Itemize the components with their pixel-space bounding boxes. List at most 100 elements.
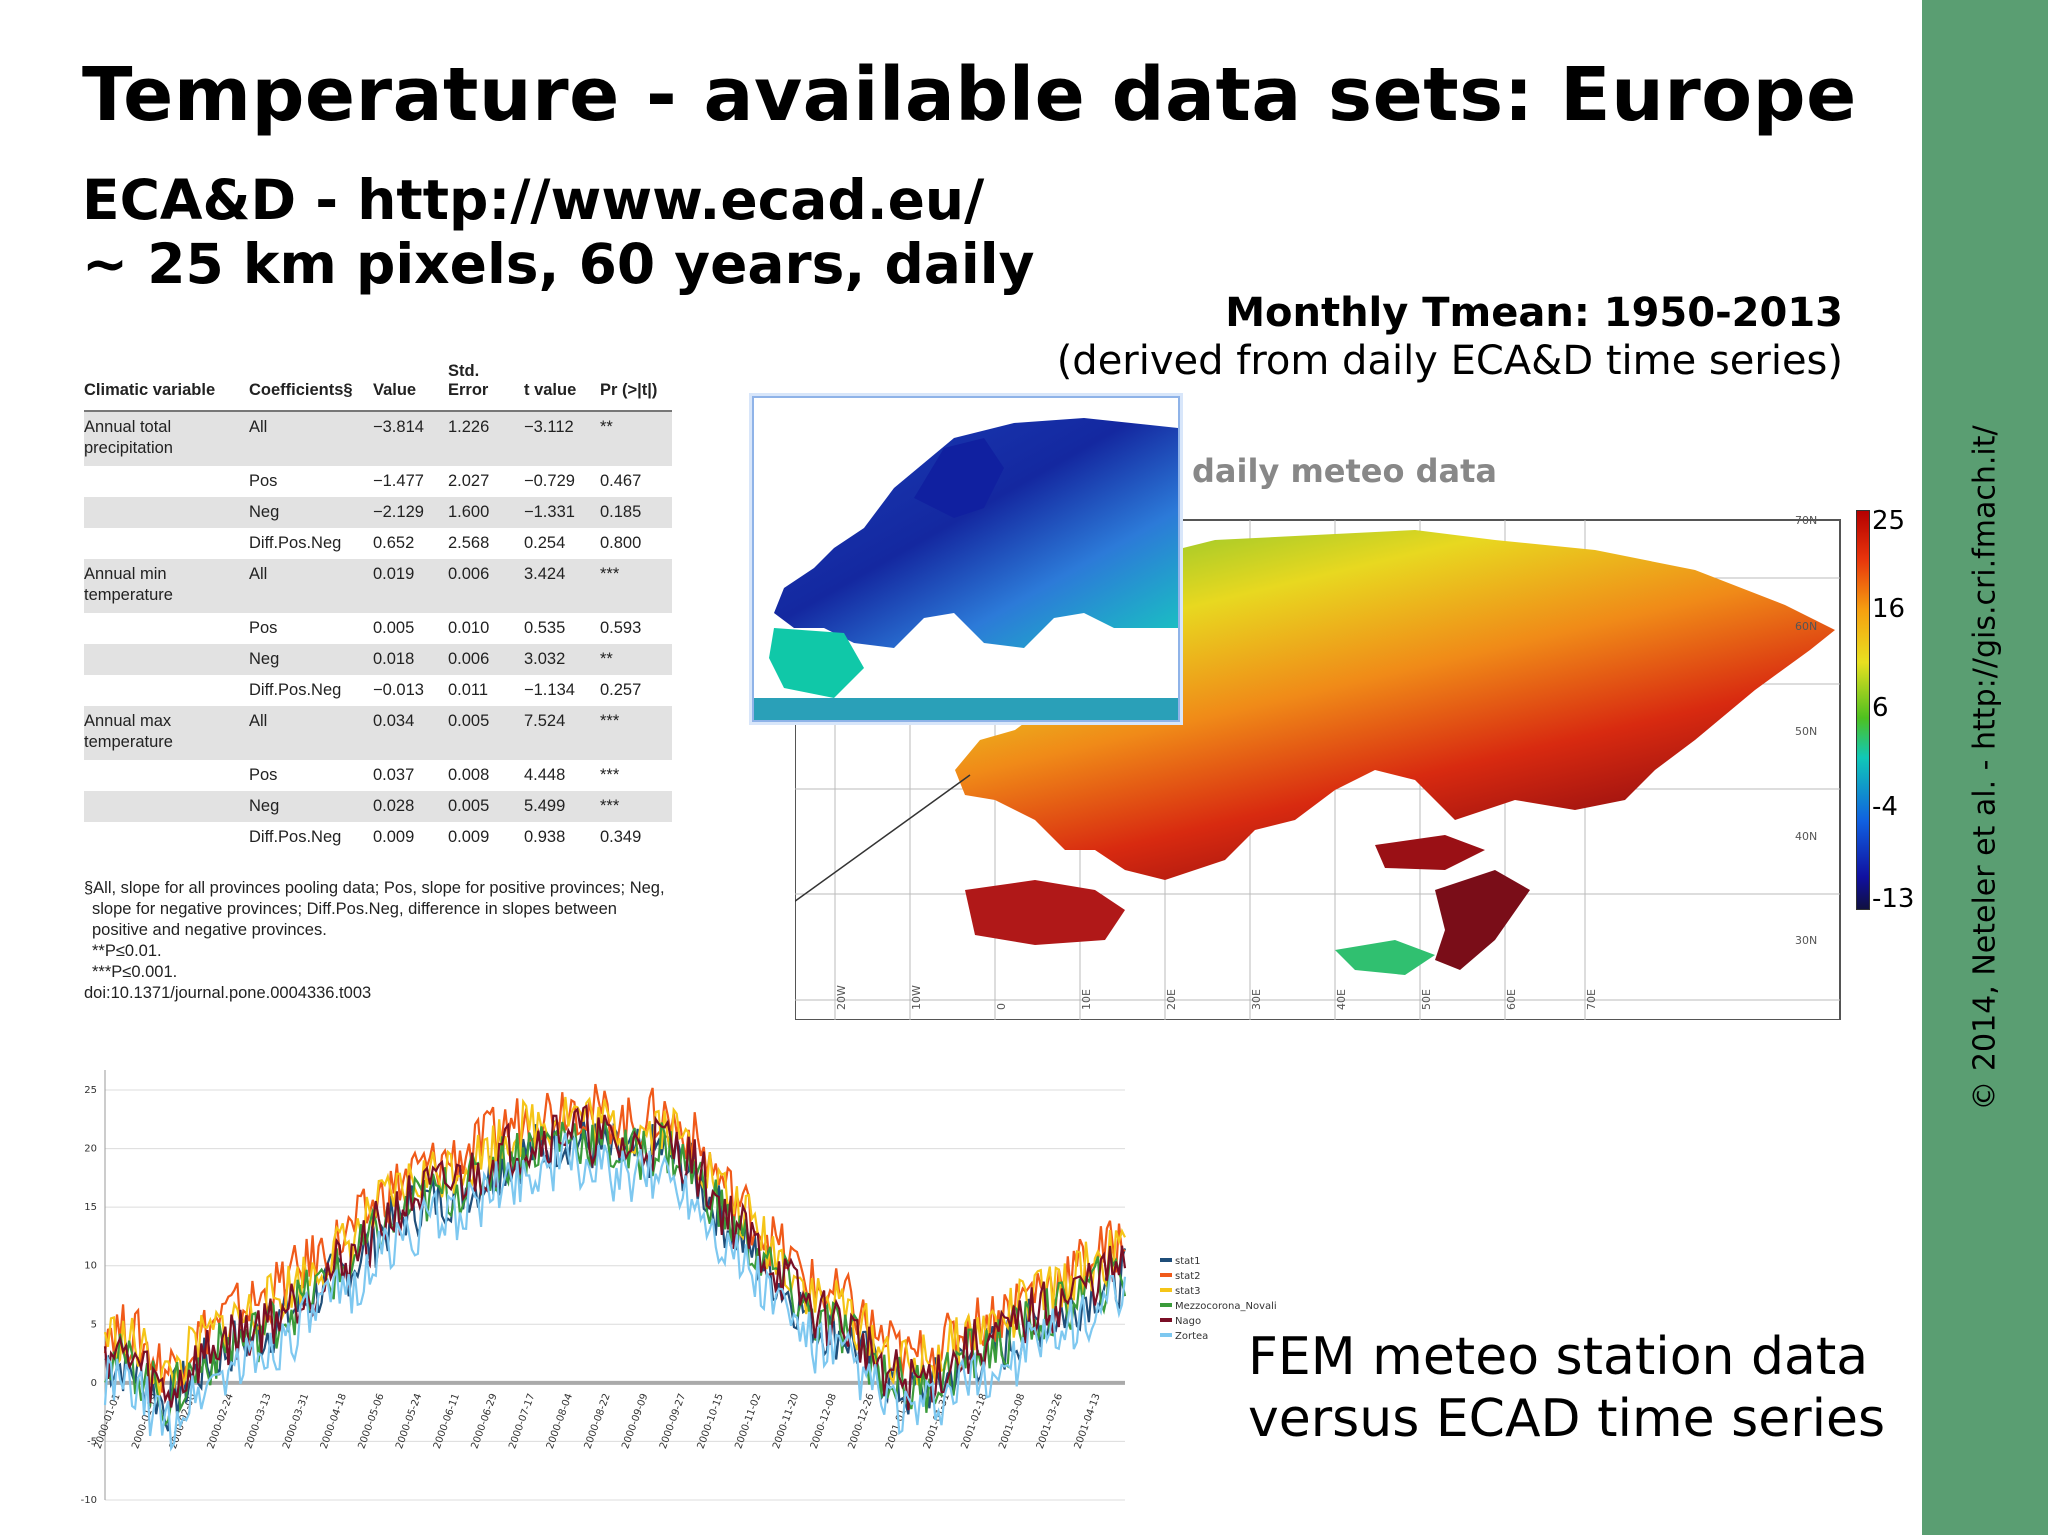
latitude-label: 50N xyxy=(1795,725,1817,738)
chart-series-line xyxy=(103,1132,1127,1452)
table-cell: Annual total precipitation xyxy=(84,411,249,466)
chart-ytick-label: -5 xyxy=(87,1436,97,1447)
table-cell: 0.467 xyxy=(600,472,642,490)
table-row: Pos −1.477 2.027 −0.729 0.467 xyxy=(84,466,672,497)
sidebar-band xyxy=(1922,0,2048,1535)
table-cell: 0.034 xyxy=(373,706,448,760)
chart-ytick-label: 15 xyxy=(84,1202,97,1213)
footnote-line: ***P≤0.001. xyxy=(92,963,178,981)
longitude-label: 50E xyxy=(1420,989,1433,1010)
table-row: Diff.Pos.Neg 0.652 2.568 0.254 0.800 xyxy=(84,528,672,559)
footnote-line: slope for negative provinces; Diff.Pos.N… xyxy=(92,900,617,918)
turkey-region xyxy=(1375,835,1485,870)
table-cell: −3.112 xyxy=(524,411,600,466)
table-cell: All xyxy=(249,559,373,613)
legend-label: stat2 xyxy=(1175,1271,1201,1282)
table-cell: 0.006 xyxy=(448,559,524,613)
caption-line2: versus ECAD time series xyxy=(1248,1389,1886,1449)
table-cell: Pos xyxy=(249,619,278,637)
slide-subtitle-line1: ECA&D - http://www.ecad.eu/ xyxy=(82,168,985,232)
table-header-cell: Pr (>|t|) xyxy=(600,358,672,412)
table-cell: 0.938 xyxy=(524,828,566,846)
chart-series-line xyxy=(103,1104,1127,1411)
table-cell: 3.424 xyxy=(524,559,600,613)
table-row: Diff.Pos.Neg −0.013 0.011 −1.134 0.257 xyxy=(84,675,672,706)
latitude-label: 30N xyxy=(1795,934,1817,947)
table-row: Neg 0.018 0.006 3.032 ** xyxy=(84,644,672,675)
table-cell: 0.028 xyxy=(373,791,448,822)
longitude-label: 0 xyxy=(995,1003,1008,1010)
longitude-label: 10E xyxy=(1080,989,1093,1010)
table-cell: 0.005 xyxy=(373,619,415,637)
table-cell: 0.652 xyxy=(373,534,415,552)
table-cell: 0.349 xyxy=(600,828,642,846)
inset-landmass xyxy=(774,418,1178,648)
pointer-line xyxy=(795,774,971,903)
table-header-cell: Value xyxy=(373,358,448,412)
table-cell: Pos xyxy=(249,766,278,784)
copyright-note: © 2014, Neteler et al. - http://gis.cri.… xyxy=(1922,0,2048,1535)
arabian-green-region xyxy=(1335,940,1435,975)
table-cell: *** xyxy=(600,766,620,784)
table-cell: 0.593 xyxy=(600,619,642,637)
table-cell xyxy=(84,760,249,791)
table-cell xyxy=(84,675,249,706)
table-cell xyxy=(84,644,249,675)
longitude-label: 70E xyxy=(1585,989,1598,1010)
table-row: Pos 0.037 0.008 4.448 *** xyxy=(84,760,672,791)
table-row: Neg −2.129 1.600 −1.331 0.185 xyxy=(84,497,672,528)
latitude-label: 70N xyxy=(1795,514,1817,527)
table-cell: Neg xyxy=(249,497,373,528)
table-cell: 1.600 xyxy=(448,497,524,528)
table-cell: *** xyxy=(600,791,672,822)
table-cell: −1.477 xyxy=(373,472,424,490)
table-cell: 3.032 xyxy=(524,644,600,675)
table-cell: 0.005 xyxy=(448,791,524,822)
latitude-label: 40N xyxy=(1795,830,1817,843)
table-header-cell: Std. Error xyxy=(448,358,524,412)
chart-ytick-label: 10 xyxy=(84,1261,97,1272)
table-cell: 0.019 xyxy=(373,559,448,613)
table-cell: 4.448 xyxy=(524,766,566,784)
longitude-label: 20E xyxy=(1165,989,1178,1010)
longitude-label: 60E xyxy=(1505,989,1518,1010)
colorbar-legend xyxy=(1856,510,1870,910)
legend-label: Zortea xyxy=(1175,1331,1208,1342)
table-cell xyxy=(84,613,249,644)
inset-station-map xyxy=(752,396,1180,722)
table-cell: Diff.Pos.Neg xyxy=(249,828,342,846)
table-cell xyxy=(84,528,249,559)
table-header-cell: Climatic variable xyxy=(84,358,249,412)
table-cell: −2.129 xyxy=(373,497,448,528)
table-row: Annual max temperature All 0.034 0.005 7.524… xyxy=(84,706,672,760)
legend-label: stat3 xyxy=(1175,1286,1201,1297)
table-cell: 2.568 xyxy=(448,534,490,552)
caption-line1: FEM meteo station data xyxy=(1248,1327,1869,1387)
table-cell: *** xyxy=(600,706,672,760)
footnote-line: positive and negative provinces. xyxy=(92,921,327,939)
chart-ytick-label: 20 xyxy=(84,1144,97,1155)
footnote-line: doi:10.1371/journal.pone.0004336.t003 xyxy=(84,984,372,1002)
table-cell: 0.254 xyxy=(524,534,566,552)
table-cell: 0.037 xyxy=(373,766,415,784)
table-cell: 7.524 xyxy=(524,706,600,760)
table-cell: 0.018 xyxy=(373,644,448,675)
legend-label: Nago xyxy=(1175,1316,1201,1327)
table-cell: −1.331 xyxy=(524,497,600,528)
footnote-line: §All, slope for all provinces pooling da… xyxy=(84,879,665,897)
map-title: Monthly Tmean: 1950-2013 xyxy=(1225,290,1843,336)
slide-title: Temperature - available data sets: Europ… xyxy=(82,52,1857,138)
regression-table: Climatic variable Coefficients§ Value Std. … xyxy=(84,358,672,853)
table-cell: Diff.Pos.Neg xyxy=(249,534,342,552)
table-row: Diff.Pos.Neg 0.009 0.009 0.938 0.349 xyxy=(84,822,672,853)
inset-iberia xyxy=(769,628,864,698)
table-cell: 0.185 xyxy=(600,497,672,528)
copyright-text: © 2014, Neteler et al. - http://gis.cri.… xyxy=(1967,424,2003,1111)
table-row: Neg 0.028 0.005 5.499 *** xyxy=(84,791,672,822)
table-cell: Neg xyxy=(249,644,373,675)
table-cell: All xyxy=(249,706,373,760)
table-header-cell: t value xyxy=(524,358,600,412)
table-cell: Annual max temperature xyxy=(84,706,249,760)
chart-ytick-label: 25 xyxy=(84,1085,97,1096)
